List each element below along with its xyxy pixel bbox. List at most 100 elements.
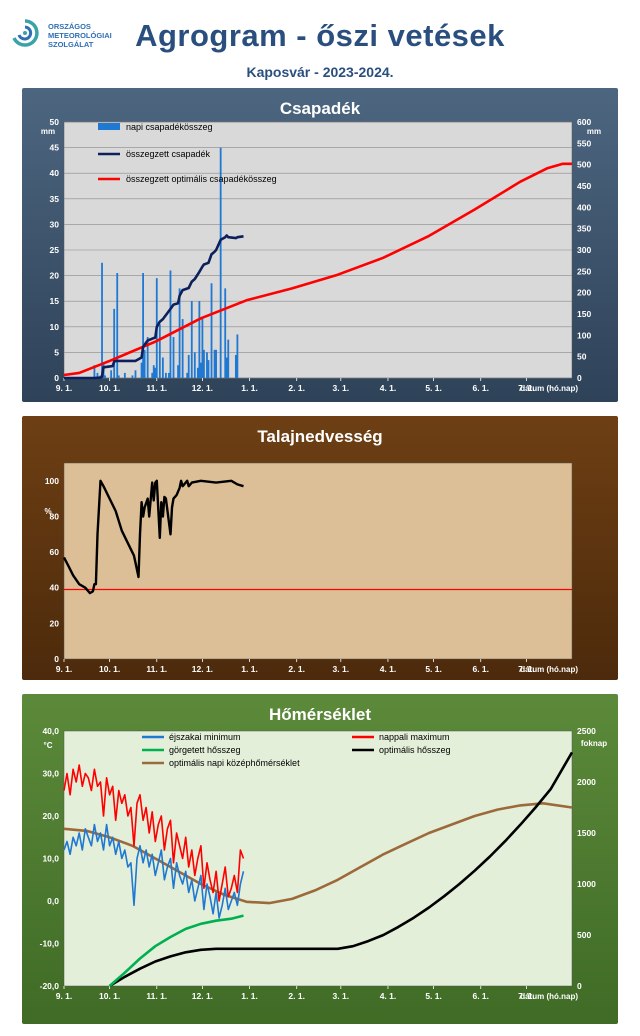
y-axis-unit: % (44, 507, 51, 516)
y-tick-label: 10 (50, 322, 60, 332)
x-tick-label: 6. 1. (472, 383, 489, 393)
y2-tick-label: 600 (577, 117, 591, 127)
precip-bar (215, 349, 217, 378)
y2-tick-label: 100 (577, 330, 591, 340)
y-tick-label: 45 (50, 143, 60, 153)
x-tick-label: 2. 1. (288, 383, 305, 393)
precip-bar (113, 308, 116, 378)
precip-bar (196, 367, 199, 378)
precip-bar (152, 365, 155, 378)
precip-bar (134, 370, 137, 378)
precip-bar (101, 262, 103, 378)
x-tick-label: 5. 1. (425, 664, 442, 674)
y-tick-label: 20 (50, 618, 60, 628)
y-tick-label: 100 (45, 476, 59, 486)
y2-tick-label: 1000 (577, 879, 596, 889)
y2-tick-label: 300 (577, 245, 591, 255)
y-tick-label: 30,0 (42, 769, 59, 779)
precip-bar (117, 375, 120, 378)
x-tick-label: 10. 1. (99, 383, 120, 393)
x-tick-label: 1. 1. (241, 991, 258, 1001)
header: ORSZÁGOS METEOROLÓGIAI SZOLGÁLAT Agrogra… (0, 0, 640, 88)
x-tick-label: 12. 1. (192, 664, 213, 674)
y2-tick-label: 1500 (577, 828, 596, 838)
precip-bar (142, 273, 144, 378)
y2-tick-label: 500 (577, 160, 591, 170)
precip-bar (151, 372, 154, 378)
precip-bar (190, 301, 193, 378)
y2-tick-label: 400 (577, 202, 591, 212)
x-tick-label: 9. 1. (56, 383, 73, 393)
y2-tick-label: 500 (577, 930, 591, 940)
legend-night-min-label: éjszakai minimum (169, 732, 241, 742)
x-tick-label: 11. 1. (146, 664, 167, 674)
y-tick-label: 40,0 (42, 726, 59, 736)
x-tick-label: 10. 1. (99, 991, 120, 1001)
precip-bar (213, 349, 216, 378)
precip-bar (181, 319, 184, 378)
precip-bar (96, 372, 99, 378)
precip-bar (206, 352, 208, 378)
chart-title: Csapadék (280, 99, 361, 118)
precip-bar (165, 372, 167, 378)
optimal-precip-line (63, 162, 572, 377)
x-tick-label: 12. 1. (192, 383, 213, 393)
precip-bar (187, 354, 190, 378)
x-tick-label: 11. 1. (146, 383, 167, 393)
x-tick-label: 4. 1. (380, 383, 397, 393)
y-tick-label: 15 (50, 296, 60, 306)
chart-title: Talajnedvesség (257, 427, 382, 446)
optimal-heat-sum-line (108, 751, 574, 988)
precip-bar (146, 337, 149, 378)
precip-bar (158, 324, 161, 378)
soil-moisture-line (62, 479, 244, 595)
y-axis-unit: mm (41, 127, 55, 136)
y-tick-label: 5 (54, 347, 59, 357)
precip-bar (193, 352, 196, 378)
y-tick-label: 40 (50, 583, 60, 593)
precip-bar (161, 357, 164, 378)
logo-line-3: SZOLGÁLAT (48, 40, 94, 49)
y2-tick-label: 0 (577, 373, 582, 383)
y2-tick-label: 200 (577, 288, 591, 298)
x-tick-label: 1. 1. (241, 664, 258, 674)
rolling-heat-sum-line (108, 914, 244, 987)
precip-bar (169, 270, 172, 378)
swirl-logo-icon (12, 19, 39, 47)
y2-tick-label: 250 (577, 266, 591, 276)
precip-bar (123, 372, 126, 378)
page-subtitle: Kaposvár - 2023-2024. (246, 64, 394, 80)
chart-title: Hőmérséklet (269, 705, 371, 724)
precip-bar (168, 372, 170, 378)
y-tick-label: 50 (50, 117, 60, 127)
x-tick-label: 2. 1. (288, 664, 305, 674)
precip-bar (93, 365, 96, 378)
legend-cumulative-precip-label: összegzett csapadék (126, 149, 211, 159)
x-tick-label: 4. 1. (380, 991, 397, 1001)
precip-bar (199, 362, 202, 378)
x-tick-label: 3. 1. (333, 383, 350, 393)
legend-optimal-heat-label: optimális hősszeg (379, 745, 451, 755)
x-axis-label: dátum (hó.nap) (520, 665, 578, 674)
y-tick-label: 0 (54, 654, 59, 664)
x-tick-label: 6. 1. (472, 991, 489, 1001)
x-tick-label: 3. 1. (333, 664, 350, 674)
logo-text: ORSZÁGOS METEOROLÓGIAI SZOLGÁLAT (48, 22, 112, 49)
x-tick-label: 4. 1. (380, 664, 397, 674)
precipitation-panel: Csapadék 0 5 10 15 20 25 30 35 40 45 50 0 50 100 150 200… (22, 88, 618, 402)
precip-bar (140, 362, 143, 378)
x-tick-label: 9. 1. (56, 664, 73, 674)
precip-bar (186, 372, 189, 378)
precip-bar (224, 288, 227, 378)
y-tick-label: -20,0 (40, 981, 60, 991)
x-tick-label: 12. 1. (192, 991, 213, 1001)
page-title: Agrogram - őszi vetések (135, 18, 505, 53)
legend-daily-precip-label: napi csapadékösszeg (126, 122, 213, 132)
x-tick-label: 5. 1. (425, 383, 442, 393)
precip-bar (203, 349, 205, 378)
precip-bar (104, 375, 106, 378)
legend-daily-precip-swatch (98, 123, 120, 130)
y2-tick-label: 0 (577, 981, 582, 991)
plot-area (63, 462, 573, 660)
x-tick-label: 7. 1. (518, 991, 535, 1001)
